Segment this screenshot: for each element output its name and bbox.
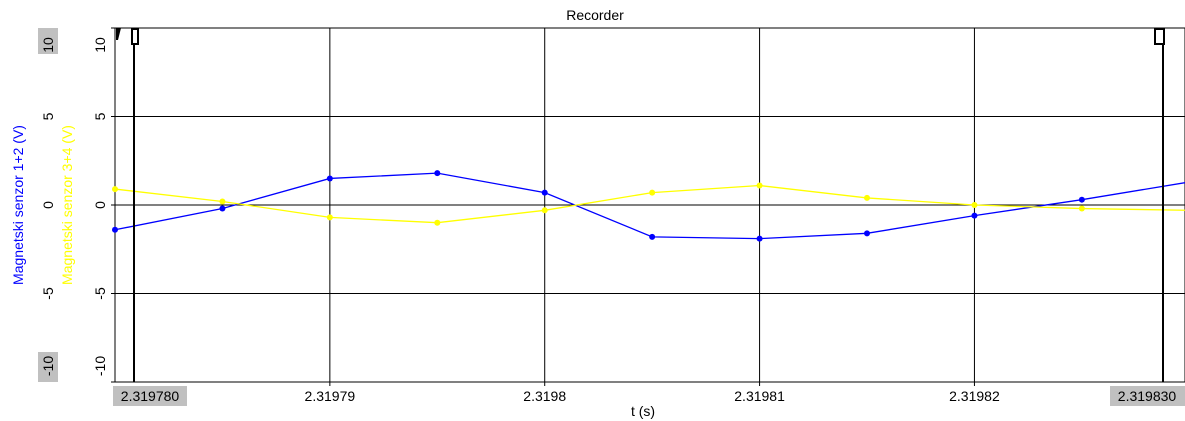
series-1-point <box>434 170 441 177</box>
x-tick-label: 2.31979 <box>305 388 356 404</box>
y-axis-label-series-2: Magnetski senzor 3+4 (V) <box>59 125 75 285</box>
x-tick-label: 2.3198 <box>523 388 566 404</box>
series-2-point <box>326 214 333 221</box>
series-2-point <box>649 189 656 196</box>
series-2-point <box>112 186 118 193</box>
series-2-point <box>756 182 763 189</box>
x-range-start-badge <box>113 386 187 406</box>
y-tick-label-blue: 10 <box>40 37 56 53</box>
y-tick-label-blue: 5 <box>40 112 56 120</box>
y-tick-label-yellow: -5 <box>92 287 108 300</box>
left-cursor-handle[interactable] <box>131 28 139 45</box>
y-tick-label-yellow: 5 <box>92 112 108 120</box>
series-2-point <box>541 207 548 214</box>
y-axis-blue-top-badge <box>38 28 58 54</box>
chart-title: Recorder <box>566 7 624 23</box>
series-2-point <box>971 202 978 208</box>
x-axis-label: t (s) <box>631 403 655 419</box>
series-1-point <box>112 226 118 233</box>
series-1-point <box>756 235 763 242</box>
series-group <box>112 170 1185 242</box>
series-2-point <box>1078 205 1085 212</box>
series-1-point <box>971 212 978 219</box>
y-tick-label-blue: 0 <box>40 201 56 209</box>
x-tick-label: 2.31981 <box>734 388 785 404</box>
series-1-point <box>541 189 548 196</box>
series-1-point <box>649 233 656 240</box>
x-tick-labels: 2.31979 2.3198 2.31981 2.31982 <box>305 382 1000 404</box>
y-tick-label-yellow: 10 <box>92 37 108 53</box>
x-range-start-label: 2.319780 <box>121 388 180 404</box>
series-2-point <box>219 198 226 205</box>
y-axis-blue-bottom-badge <box>38 352 58 382</box>
series-1-point <box>1078 196 1085 203</box>
right-cursor-handle[interactable] <box>1154 28 1165 45</box>
y-tick-label-yellow: -10 <box>92 356 108 376</box>
y-tick-label-blue: -5 <box>40 287 56 300</box>
series-2-point <box>434 219 441 226</box>
series-1-point <box>326 175 333 182</box>
y-tick-label-blue: -10 <box>40 356 56 376</box>
y-axis-label-series-1: Magnetski senzor 1+2 (V) <box>10 125 26 285</box>
left-cursor-marker-icon[interactable] <box>116 28 121 40</box>
x-range-end-label: 2.319830 <box>1118 388 1177 404</box>
y-tick-labels: 10 10 5 5 0 0 -5 -5 -10 -10 <box>40 27 115 383</box>
series-1-point <box>219 205 226 212</box>
y-tick-label-yellow: 0 <box>92 201 108 209</box>
x-tick-label: 2.31982 <box>949 388 1000 404</box>
series-2-point <box>864 194 871 201</box>
x-range-end-badge <box>1110 386 1185 406</box>
series-1-point <box>864 230 871 237</box>
